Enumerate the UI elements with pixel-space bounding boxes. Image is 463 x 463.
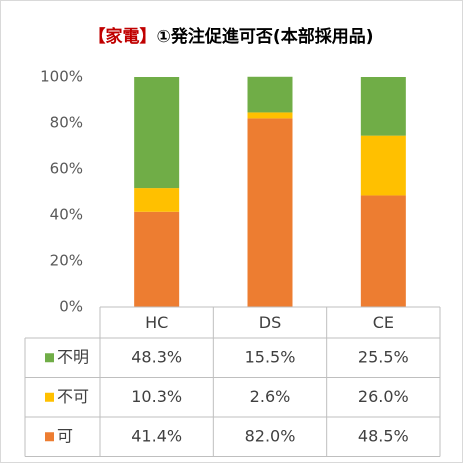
table-value: 82.0% (245, 426, 296, 445)
legend-label: 不可 (57, 387, 89, 406)
legend-swatch (45, 353, 54, 363)
legend-swatch (45, 392, 54, 402)
y-tick-label: 0% (59, 298, 83, 316)
y-tick-label: 100% (40, 68, 83, 86)
bar-segment (134, 77, 180, 189)
bar-segment (360, 77, 406, 136)
y-tick-label: 60% (50, 160, 83, 178)
y-tick-label: 20% (50, 252, 83, 270)
table-value: 25.5% (358, 347, 409, 366)
bar-segment (360, 195, 406, 307)
bar-segment (247, 118, 293, 308)
table-value: 48.5% (358, 426, 409, 445)
legend-label: 可 (57, 426, 73, 445)
bar-segment (247, 112, 293, 119)
table-value: 26.0% (358, 387, 409, 406)
table-value: 15.5% (245, 347, 296, 366)
title-main: ①発注促進可否(本部採用品) (157, 26, 374, 47)
bar-segment (360, 135, 406, 196)
table-value: 48.3% (131, 347, 182, 366)
table-value: 41.4% (131, 426, 182, 445)
legend-label: 不明 (57, 347, 89, 366)
x-tick-label: DS (259, 313, 281, 332)
title-prefix: 【家電】 (89, 26, 157, 47)
table-value: 10.3% (131, 387, 182, 406)
legend-swatch (45, 432, 54, 442)
bar-segment (247, 76, 293, 113)
bar-segment (134, 211, 180, 307)
chart-title: 【家電】①発注促進可否(本部採用品) (89, 26, 374, 47)
bar-segment (134, 188, 180, 212)
x-tick-label: HC (145, 313, 168, 332)
y-tick-label: 40% (50, 206, 83, 224)
y-tick-label: 80% (50, 114, 83, 132)
table-value: 2.6% (250, 387, 291, 406)
x-tick-label: CE (373, 313, 394, 332)
